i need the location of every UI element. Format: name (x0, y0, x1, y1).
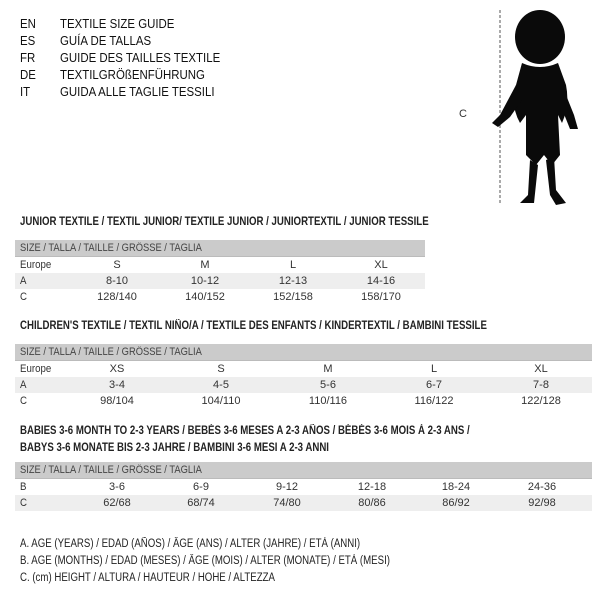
row-label: B (20, 481, 27, 493)
lang-code: FR (20, 50, 36, 65)
row-label: C (20, 395, 27, 407)
cell: 116/122 (414, 395, 454, 407)
title-de: TEXTILGRÖßENFÜHRUNG (60, 67, 205, 82)
title-en: TEXTILE SIZE GUIDE (60, 16, 175, 31)
babies-size-table: SIZE / TALLA / TAILLE / GRÖSSE / TAGLIA … (15, 462, 592, 511)
row-label: A (20, 275, 27, 287)
table-row: Europe S M L XL (15, 257, 425, 273)
cell: 68/74 (187, 497, 215, 509)
height-label: C (459, 108, 467, 120)
cell: 92/98 (528, 497, 556, 509)
cell: 18-24 (441, 481, 471, 493)
lang-code: IT (20, 84, 31, 99)
cell: 5-6 (320, 379, 336, 391)
lang-code: EN (20, 16, 36, 31)
cell: 104/110 (201, 395, 241, 407)
legend-b: B. AGE (MONTHS) / EDAD (MESES) / ÂGE (MO… (20, 555, 390, 567)
babies-section-title-line1: BABIES 3-6 MONTH TO 2-3 YEARS / BEBÉS 3-… (20, 425, 470, 437)
children-section-title: CHILDREN'S TEXTILE / TEXTIL NIÑO/A / TEX… (20, 320, 487, 332)
lang-code: DE (20, 67, 36, 82)
cell: 74/80 (273, 497, 301, 509)
children-size-table: SIZE / TALLA / TAILLE / GRÖSSE / TAGLIA … (15, 344, 592, 409)
row-label: A (20, 379, 27, 391)
table-header: SIZE / TALLA / TAILLE / GRÖSSE / TAGLIA (15, 462, 592, 479)
cell: 4-5 (213, 379, 229, 391)
cell: M (200, 259, 210, 271)
cell: 8-10 (105, 275, 129, 287)
cell: 128/140 (97, 291, 137, 303)
cell: 110/116 (308, 395, 348, 407)
cell: L (289, 259, 297, 271)
table-row: A 3-4 4-5 5-6 6-7 7-8 (15, 377, 592, 393)
row-label: C (20, 291, 27, 303)
cell: 3-4 (109, 379, 125, 391)
header-text: SIZE / TALLA / TAILLE / GRÖSSE / TAGLIA (20, 346, 202, 358)
junior-size-table: SIZE / TALLA / TAILLE / GRÖSSE / TAGLIA … (15, 240, 425, 305)
table-row: C 62/68 68/74 74/80 80/86 86/92 92/98 (15, 495, 592, 511)
cell: 24-36 (527, 481, 557, 493)
cell: 80/86 (358, 497, 386, 509)
table-row: B 3-6 6-9 9-12 12-18 18-24 24-36 (15, 479, 592, 495)
cell: S (113, 259, 121, 271)
cell: 14-16 (366, 275, 396, 287)
title-es: GUÍA DE TALLAS (60, 33, 152, 48)
cell: XL (534, 363, 548, 375)
junior-section-title: JUNIOR TEXTILE / TEXTIL JUNIOR/ TEXTILE … (20, 216, 429, 228)
row-label: Europe (20, 259, 52, 271)
cell: M (323, 363, 333, 375)
cell: 12-13 (278, 275, 308, 287)
header-text: SIZE / TALLA / TAILLE / GRÖSSE / TAGLIA (20, 242, 202, 254)
table-row: C 128/140 140/152 152/158 158/170 (15, 289, 425, 305)
cell: 158/170 (361, 291, 401, 303)
cell: 3-6 (109, 481, 125, 493)
cell: 9-12 (275, 481, 299, 493)
legend-c: C. (cm) HEIGHT / ALTURA / HAUTEUR / HÖHE… (20, 572, 275, 584)
child-silhouette-icon (492, 10, 578, 205)
cell: 10-12 (190, 275, 220, 287)
table-row: C 98/104 104/110 110/116 116/122 122/128 (15, 393, 592, 409)
babies-section-title-line2: BABYS 3-6 MONATE BIS 2-3 JAHRE / BAMBINI… (20, 442, 329, 454)
lang-code: ES (20, 33, 36, 48)
cell: 122/128 (521, 395, 561, 407)
cell: L (430, 363, 438, 375)
cell: 6-7 (426, 379, 442, 391)
cell: 7-8 (533, 379, 549, 391)
table-row: A 8-10 10-12 12-13 14-16 (15, 273, 425, 289)
cell: 12-18 (357, 481, 387, 493)
table-row: Europe XS S M L XL (15, 361, 592, 377)
cell: XS (109, 363, 125, 375)
cell: XL (374, 259, 388, 271)
cell: 62/68 (103, 497, 131, 509)
cell: 140/152 (185, 291, 225, 303)
cell: 86/92 (442, 497, 470, 509)
cell: S (217, 363, 225, 375)
row-label: C (20, 497, 27, 509)
header-text: SIZE / TALLA / TAILLE / GRÖSSE / TAGLIA (20, 464, 202, 476)
table-header: SIZE / TALLA / TAILLE / GRÖSSE / TAGLIA (15, 344, 592, 361)
legend-a: A. AGE (YEARS) / EDAD (AÑOS) / ÂGE (ANS)… (20, 538, 361, 550)
cell: 98/104 (100, 395, 134, 407)
title-fr: GUIDE DES TAILLES TEXTILE (60, 50, 221, 65)
row-label: Europe (20, 363, 52, 375)
table-header: SIZE / TALLA / TAILLE / GRÖSSE / TAGLIA (15, 240, 425, 257)
title-it: GUIDA ALLE TAGLIE TESSILI (60, 84, 215, 99)
cell: 152/158 (273, 291, 313, 303)
cell: 6-9 (193, 481, 209, 493)
